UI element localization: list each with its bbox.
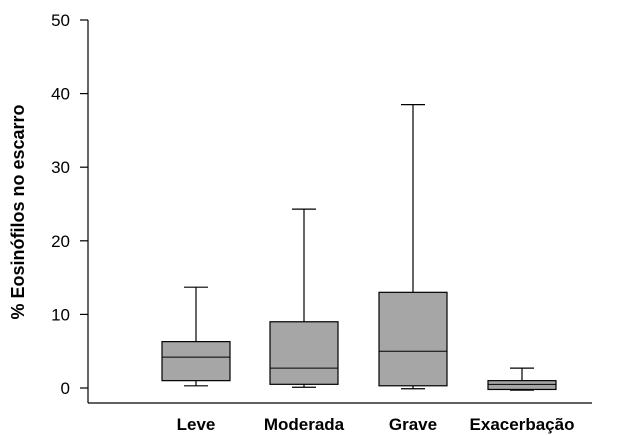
interquartile-box <box>269 321 339 385</box>
x-tick-label: Exacerbação <box>470 415 575 434</box>
box-exacerbação <box>487 367 557 391</box>
y-tick-label: 40 <box>51 85 70 104</box>
y-tick-label: 0 <box>61 379 70 398</box>
x-tick-label: Leve <box>177 415 216 434</box>
y-tick-label: 50 <box>51 11 70 30</box>
y-tick-label: 20 <box>51 232 70 251</box>
interquartile-box <box>161 341 231 382</box>
box-leve <box>161 286 231 387</box>
y-axis-label: % Eosinófilos no escarro <box>8 104 28 319</box>
x-tick-label: Moderada <box>264 415 345 434</box>
y-tick-label: 30 <box>51 158 70 177</box>
y-ticks: 0 10 20 30 40 50 <box>51 11 88 398</box>
interquartile-box <box>378 291 448 387</box>
interquartile-box <box>487 380 557 391</box>
box-grave <box>378 104 448 390</box>
y-tick-label: 10 <box>51 305 70 324</box>
boxes <box>161 104 557 391</box>
box-moderada <box>269 208 339 388</box>
x-tick-labels: Leve Moderada Grave Exacerbação <box>177 415 575 434</box>
x-tick-label: Grave <box>389 415 437 434</box>
